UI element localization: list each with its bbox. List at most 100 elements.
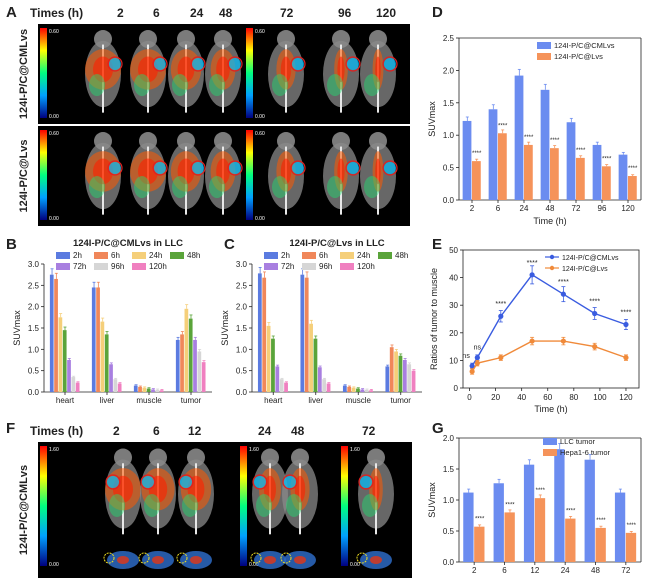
legend-swatch xyxy=(378,252,392,259)
legend-swatch xyxy=(537,53,551,60)
legend-label: 124I-P/C@CMLvs xyxy=(554,41,615,50)
mouse-scan xyxy=(360,30,398,113)
bar xyxy=(602,166,611,200)
significance-label: **** xyxy=(602,156,612,162)
series-line xyxy=(471,340,627,372)
legend-label: 124I-P/C@Lvs xyxy=(554,52,603,61)
bar xyxy=(271,338,275,392)
significance-label: **** xyxy=(498,123,508,129)
colorbar-min-label: 0.00 xyxy=(255,114,265,120)
data-point xyxy=(623,321,629,328)
significance-label: **** xyxy=(524,135,534,141)
bar xyxy=(180,334,184,392)
axial-slice xyxy=(103,551,139,569)
bar xyxy=(550,148,559,200)
row-label-cmlvs: 124I-P/C@CMLvs xyxy=(18,28,30,120)
bar xyxy=(117,383,122,392)
y-tick-label: 0.5 xyxy=(236,367,248,376)
y-tick-label: 1.5 xyxy=(236,324,248,333)
bar xyxy=(493,483,504,562)
significance-label: **** xyxy=(495,301,506,308)
x-tick-label: muscle xyxy=(346,396,372,405)
bar xyxy=(151,389,155,392)
bar xyxy=(197,351,202,392)
mouse-scan xyxy=(130,132,168,215)
colorbar xyxy=(40,130,47,220)
bar xyxy=(472,161,481,200)
y-tick-label: 2.5 xyxy=(28,281,40,290)
y-tick-label: 0.0 xyxy=(236,388,248,397)
legend-label: 2h xyxy=(281,251,290,260)
bar xyxy=(566,122,576,200)
y-tick-label: 20 xyxy=(449,329,458,338)
y-tick-label: 2.0 xyxy=(28,303,40,312)
y-tick-label: 1.0 xyxy=(236,345,248,354)
series-line xyxy=(471,273,627,367)
legend-label: 72h xyxy=(281,262,294,271)
time-label: 24 xyxy=(190,6,204,20)
mouse-scan xyxy=(205,132,243,215)
mouse-scan xyxy=(168,132,206,215)
bar xyxy=(523,464,535,562)
legend-label: LLC tumor xyxy=(560,437,596,446)
significance-label: **** xyxy=(550,138,560,144)
bar xyxy=(133,385,138,392)
bar xyxy=(584,459,595,562)
y-axis-label: SUVmax xyxy=(12,310,22,346)
data-point xyxy=(474,360,480,366)
bar xyxy=(142,387,147,392)
significance-label: **** xyxy=(596,518,606,524)
panel-letter-e: E xyxy=(432,236,443,253)
bar xyxy=(62,330,67,392)
significance-label: **** xyxy=(527,260,538,267)
bar xyxy=(488,109,498,200)
legend-swatch xyxy=(132,263,146,270)
bar xyxy=(364,389,369,392)
colorbar-min-label: 0.00 xyxy=(49,216,59,222)
colorbar-min-label: 0.00 xyxy=(255,216,265,222)
y-tick-label: 10 xyxy=(449,356,458,365)
x-tick-label: 48 xyxy=(546,204,555,213)
bar xyxy=(614,492,626,562)
legend-marker xyxy=(549,254,555,260)
legend-swatch xyxy=(302,263,316,270)
legend-label: 120h xyxy=(357,262,375,271)
panel-letter-d: D xyxy=(432,4,443,21)
colorbar-max-label: 0.60 xyxy=(255,29,265,35)
data-point xyxy=(560,291,566,297)
mouse-scan xyxy=(268,132,306,215)
bar xyxy=(347,386,352,392)
bar xyxy=(411,370,416,392)
y-tick-label: 50 xyxy=(449,246,458,255)
bar xyxy=(565,518,576,562)
bar xyxy=(595,527,606,562)
legend-swatch xyxy=(264,252,278,259)
axial-slice xyxy=(280,551,316,569)
bar xyxy=(266,325,271,392)
significance-label: **** xyxy=(566,509,576,515)
mouse-scan xyxy=(282,448,318,535)
mouse-scan xyxy=(85,30,123,113)
significance-label: ns xyxy=(474,345,482,352)
bar xyxy=(504,512,515,562)
bar xyxy=(592,144,602,200)
data-point xyxy=(592,310,598,317)
x-tick-label: 48 xyxy=(591,566,600,575)
time-label: 6 xyxy=(153,424,160,438)
x-tick-label: 60 xyxy=(543,393,552,402)
bar xyxy=(309,323,313,392)
panel-letter-g: G xyxy=(432,420,444,437)
x-tick-label: 20 xyxy=(491,393,500,402)
x-tick-label: 72 xyxy=(621,566,630,575)
mouse-scan xyxy=(140,448,176,535)
legend-label: 124I-P/C@Lvs xyxy=(562,266,608,273)
chart-title: 124I-P/C@CMLvs in LLC xyxy=(73,238,183,249)
legend-swatch xyxy=(340,252,354,259)
data-point xyxy=(474,355,480,361)
bar xyxy=(389,347,394,392)
axial-slice xyxy=(250,551,286,569)
pet-image-row-lvs: 0.60 0.00 0.60 0.00 xyxy=(38,126,410,226)
bar xyxy=(498,133,507,200)
bar xyxy=(262,277,267,392)
significance-label: **** xyxy=(505,502,515,508)
